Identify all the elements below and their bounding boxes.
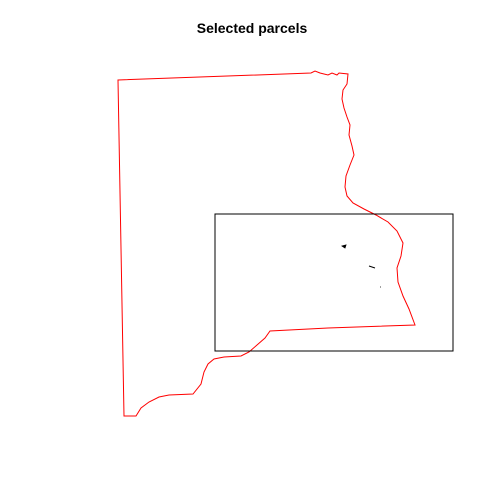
plot-title: Selected parcels — [196, 20, 308, 36]
selection-bbox — [214, 213, 454, 352]
parcel-1 — [341, 244, 347, 249]
county-boundary — [117, 70, 416, 417]
parcel-2 — [368, 265, 376, 269]
